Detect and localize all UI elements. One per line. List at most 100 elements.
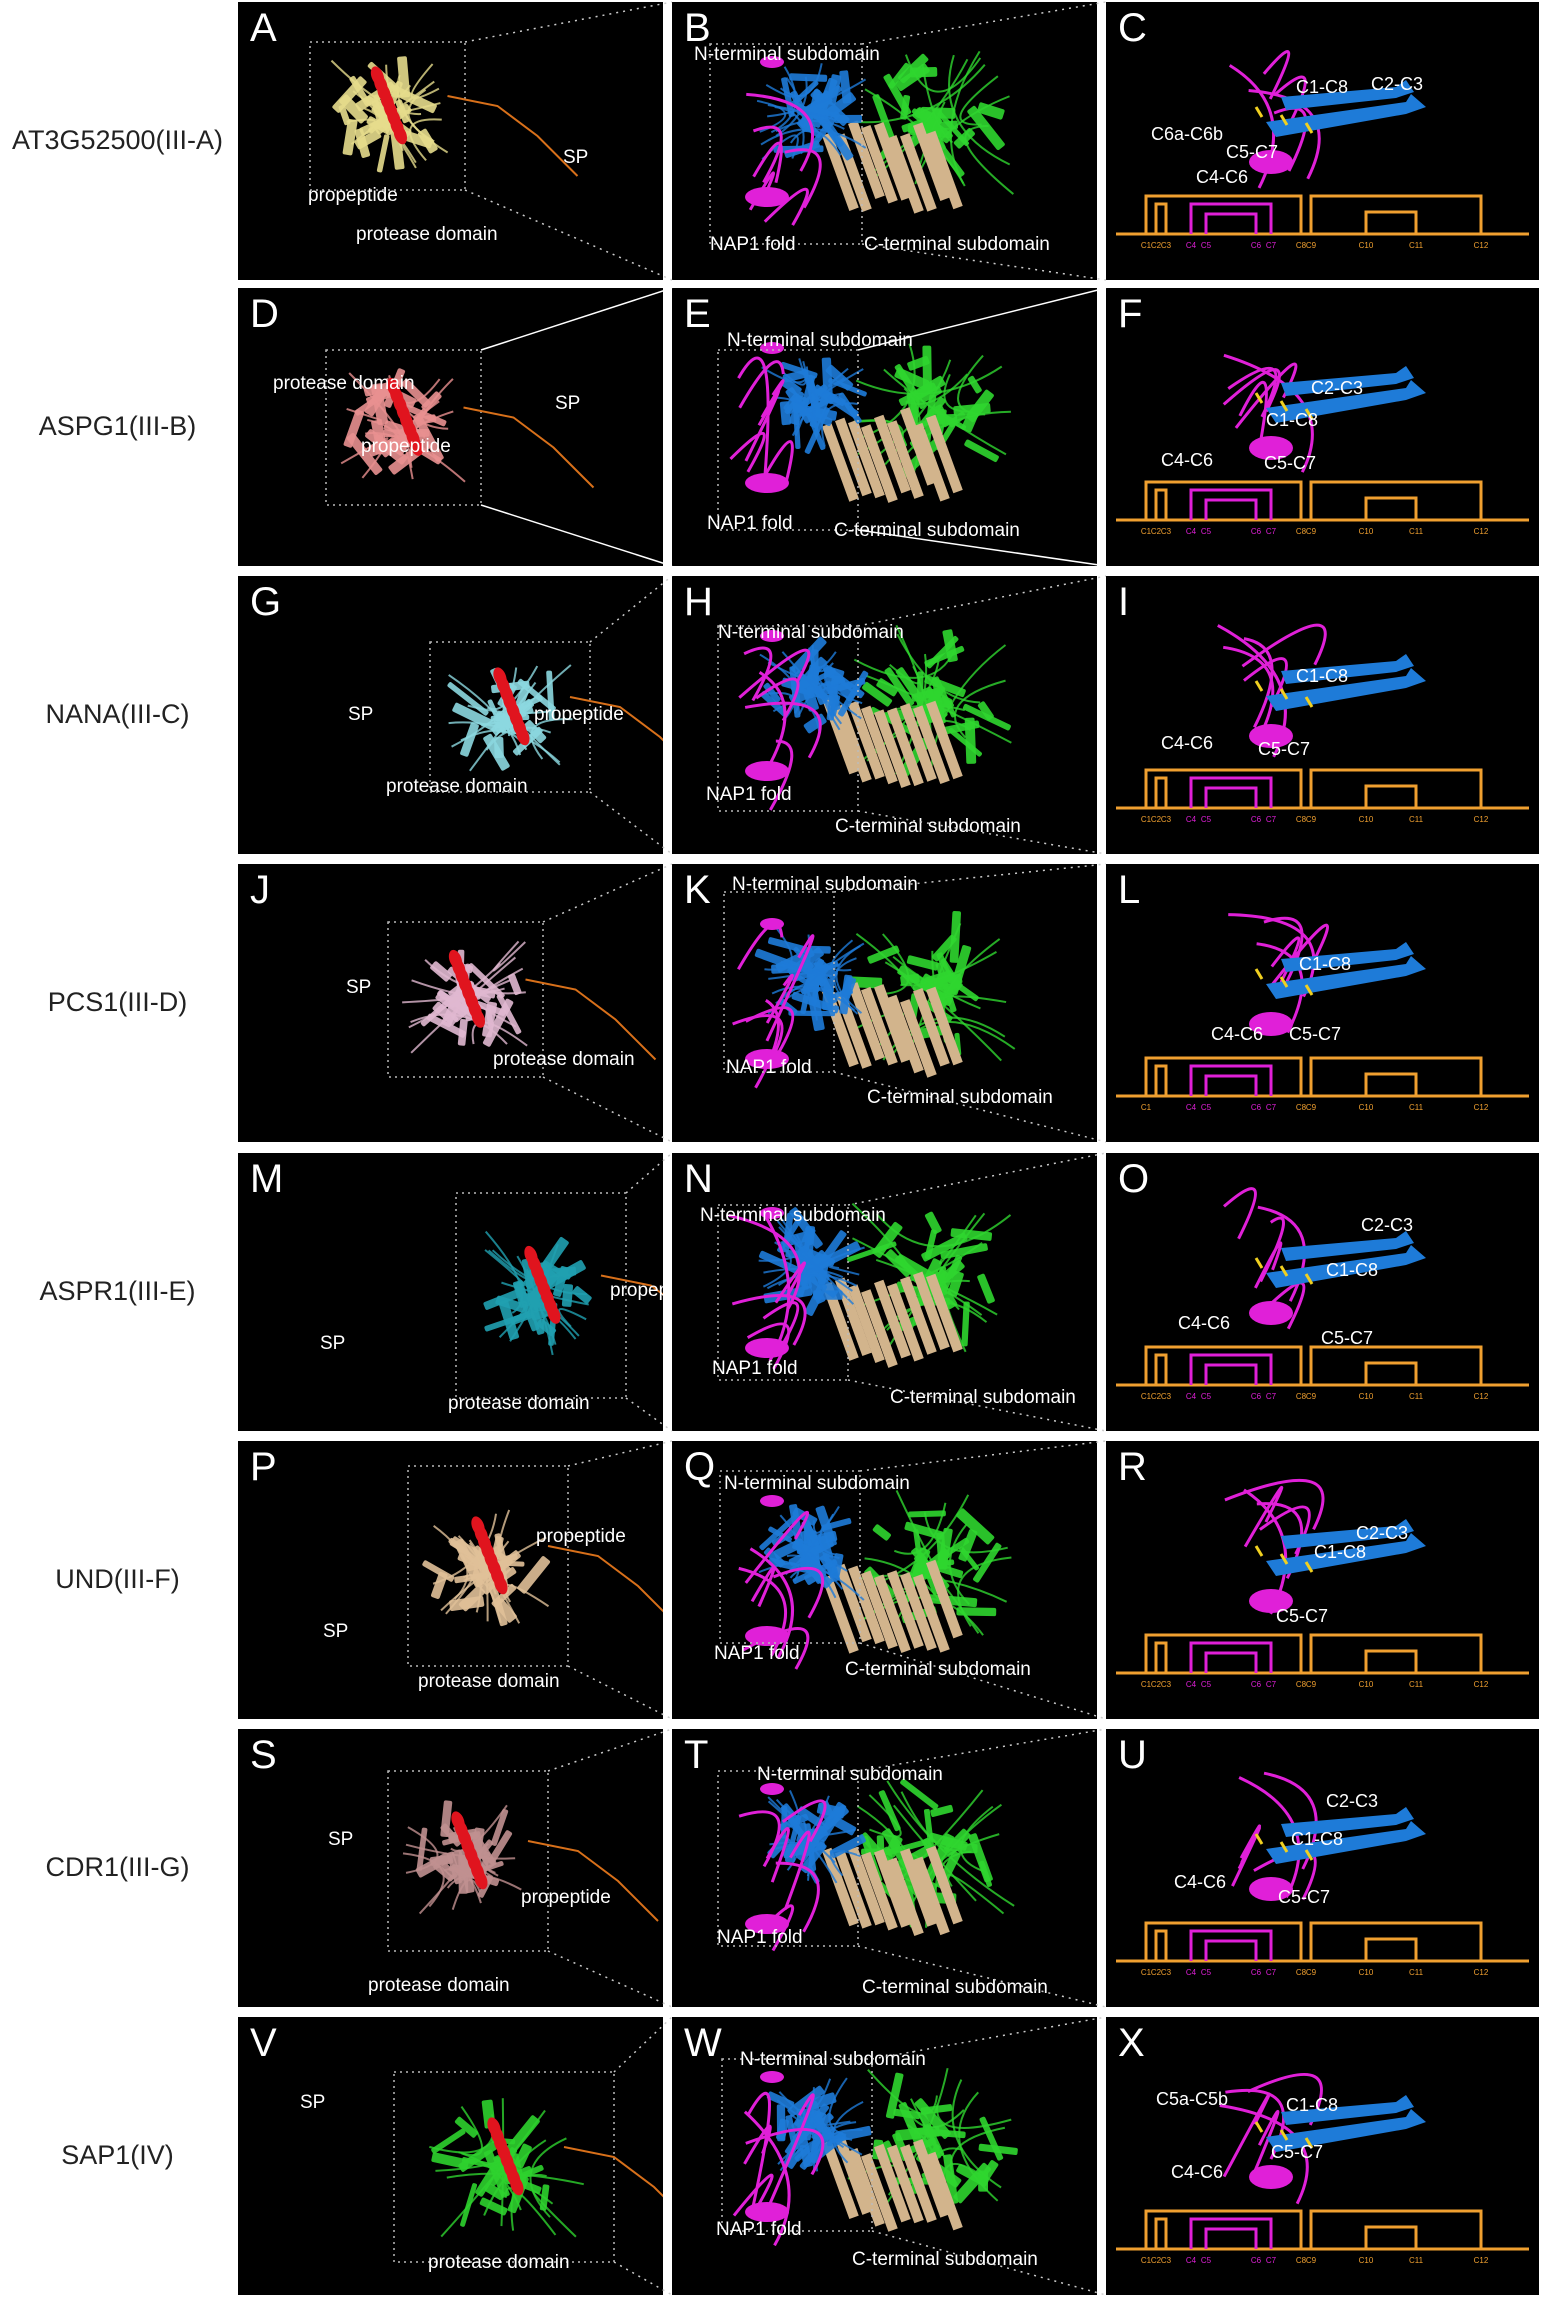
annotation-label: C2-C3 (1356, 1523, 1409, 1543)
structure-render-k (723, 891, 1016, 1089)
cys-tick-c6: C6 (1251, 241, 1262, 250)
annotation-label: C-terminal subdomain (835, 816, 1021, 837)
structure-render-r: C1 C2 C3 C4 C5 C6 C7 C8 C9 C10 C11 C12 (1116, 1478, 1529, 1689)
panel-i: C1 C2 C3 C4 C5 C6 C7 C8 C9 C10 C11 C12 I C1-C8 C4-C6 C5… (1106, 576, 1539, 854)
cys-tick-c2: C2 (1151, 1680, 1162, 1689)
cys-tick-c3: C3 (1161, 241, 1172, 250)
annotation-label: NAP1 fold (716, 2219, 802, 2240)
cys-tick-c1: C1 (1141, 241, 1152, 250)
annotation-label: NAP1 fold (710, 234, 796, 255)
annotation-label: N-terminal subdomain (694, 44, 880, 65)
cys-tick-c7: C7 (1266, 1392, 1277, 1401)
panel-s: S SP propeptide protease domain (238, 1729, 663, 2007)
annotation-label: C4-C6 (1161, 733, 1214, 753)
annotation-label: N-terminal subdomain (727, 330, 913, 351)
annotation-label: C5-C7 (1264, 453, 1317, 473)
structure-render-t (717, 1770, 1015, 1952)
cys-tick-c4: C4 (1186, 815, 1197, 824)
annotation-label: N-terminal subdomain (732, 874, 918, 895)
annotation-label: C5-C7 (1321, 1328, 1374, 1348)
annotation-label: C1-C8 (1266, 410, 1319, 430)
panel-letter: K (684, 868, 711, 912)
structure-render-b (709, 43, 1014, 245)
cys-tick-c1: C1 (1141, 1968, 1152, 1977)
cys-tick-c4: C4 (1186, 1680, 1197, 1689)
cys-tick-c3: C3 (1161, 1392, 1172, 1401)
annotation-label: SP (323, 1621, 349, 1642)
cys-tick-c5: C5 (1201, 241, 1212, 250)
panel-letter: U (1118, 1733, 1147, 1777)
annotation-label: C2-C3 (1361, 1215, 1414, 1235)
cys-tick-c4: C4 (1186, 527, 1197, 536)
cys-tick-c8: C8 (1296, 1680, 1307, 1689)
annotation-label: C4-C6 (1196, 167, 1249, 187)
structure-render-m (455, 1192, 663, 1399)
cys-tick-c11: C11 (1409, 527, 1424, 536)
cys-tick-c11: C11 (1409, 1968, 1424, 1977)
cys-tick-c2: C2 (1151, 527, 1162, 536)
cys-tick-c12: C12 (1474, 1680, 1489, 1689)
annotation-label: NAP1 fold (717, 1927, 803, 1948)
annotation-label: C2-C3 (1311, 378, 1364, 398)
cys-tick-c6: C6 (1251, 1392, 1262, 1401)
cys-tick-c8: C8 (1296, 815, 1307, 824)
panel-r: C1 C2 C3 C4 C5 C6 C7 C8 C9 C10 C11 C12 R C2-C3 C1-C8 C5… (1106, 1441, 1539, 1719)
annotation-label: C6a-C6b (1151, 124, 1224, 144)
annotation-label: C1-C8 (1299, 954, 1352, 974)
structure-render-x: C1 C2 C3 C4 C5 C6 C7 C8 C9 C10 C11 C12 (1116, 2072, 1529, 2265)
row-label: CDR1(III-G) (45, 1852, 190, 1882)
cys-tick-c1: C1 (1141, 815, 1152, 824)
row-label: ASPG1(III-B) (38, 411, 197, 441)
cys-tick-c2: C2 (1151, 1392, 1162, 1401)
structure-render-u: C1 C2 C3 C4 C5 C6 C7 C8 C9 C10 C11 C12 (1116, 1771, 1529, 1977)
panel-q: Q N-terminal subdomain NAP1 fold C-terminal… (672, 1441, 1097, 1719)
cys-tick-c12: C12 (1474, 815, 1489, 824)
cys-tick-c3: C3 (1161, 527, 1172, 536)
panel-letter: N (684, 1157, 713, 1201)
cys-tick-c6: C6 (1251, 2256, 1262, 2265)
annotation-label: protease domain (273, 373, 415, 394)
cys-tick-c12: C12 (1474, 527, 1489, 536)
cys-tick-c6: C6 (1251, 1968, 1262, 1977)
cys-tick-c1: C1 (1141, 527, 1152, 536)
row-label: SAP1(IV) (61, 2140, 174, 2170)
cys-tick-c5: C5 (1201, 1680, 1212, 1689)
cys-tick-c9: C9 (1306, 1392, 1317, 1401)
cys-tick-c12: C12 (1474, 1968, 1489, 1977)
annotation-label: NAP1 fold (714, 1643, 800, 1664)
cys-tick-c11: C11 (1409, 1103, 1424, 1112)
annotation-label: C1-C8 (1296, 666, 1349, 686)
annotation-label: N-terminal subdomain (740, 2049, 926, 2070)
annotation-label: C5-C7 (1226, 142, 1279, 162)
panel-o: C1 C2 C3 C4 C5 C6 C7 C8 C9 C10 C11 C12 O C2-C3 C1-C8 C4… (1106, 1153, 1539, 1431)
cys-tick-c10: C10 (1359, 815, 1374, 824)
annotation-label: NAP1 fold (726, 1057, 812, 1078)
cys-tick-c7: C7 (1266, 2256, 1277, 2265)
annotation-label: C4-C6 (1178, 1313, 1231, 1333)
panel-letter: J (250, 868, 270, 912)
annotation-label: SP (328, 1829, 354, 1850)
annotation-label: C1-C8 (1286, 2095, 1339, 2115)
annotation-label: protease domain (428, 2252, 570, 2273)
panel-x: C1 C2 C3 C4 C5 C6 C7 C8 C9 C10 C11 C12 X C5a-C5b C1-C8… (1106, 2017, 1539, 2295)
panel-letter: E (684, 292, 711, 336)
cys-tick-c4: C4 (1186, 2256, 1197, 2265)
annotation-label: C-terminal subdomain (867, 1087, 1053, 1108)
panel-letter: W (684, 2021, 722, 2065)
cys-tick-c1: C1 (1141, 2256, 1152, 2265)
cys-tick-c7: C7 (1266, 1103, 1277, 1112)
annotation-label: propeptide (521, 1887, 611, 1908)
cys-tick-c6: C6 (1251, 527, 1262, 536)
annotation-label: SP (320, 1333, 346, 1354)
annotation-label: C-terminal subdomain (862, 1977, 1048, 1998)
annotation-label: C5-C7 (1258, 739, 1311, 759)
cys-tick-c1: C1 (1141, 1392, 1152, 1401)
panel-c: C1 C2 C3 C4 C5 C6 C7 C8 C9 C10 C11 C12 C C2-C3 C1-C8 C6… (1106, 2, 1539, 280)
annotation-label: C-terminal subdomain (834, 520, 1020, 541)
structure-render-w (721, 2058, 1018, 2247)
panel-letter: I (1118, 580, 1130, 624)
cys-tick-c8: C8 (1296, 2256, 1307, 2265)
annotation-label: C-terminal subdomain (890, 1387, 1076, 1408)
cys-tick-c6: C6 (1251, 1680, 1262, 1689)
annotation-label: C4-C6 (1171, 2162, 1224, 2182)
